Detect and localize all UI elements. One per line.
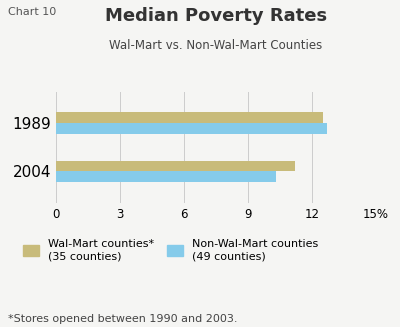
Text: Wal-Mart vs. Non-Wal-Mart Counties: Wal-Mart vs. Non-Wal-Mart Counties: [109, 39, 323, 52]
Text: Chart 10: Chart 10: [8, 7, 56, 17]
Bar: [56, 171, 276, 182]
Text: Median Poverty Rates: Median Poverty Rates: [105, 7, 327, 25]
Bar: [56, 123, 327, 134]
Bar: [56, 112, 323, 123]
Bar: [56, 161, 295, 171]
Legend: Wal-Mart counties*
(35 counties), Non-Wal-Mart counties
(49 counties): Wal-Mart counties* (35 counties), Non-Wa…: [23, 239, 318, 261]
Text: *Stores opened between 1990 and 2003.: *Stores opened between 1990 and 2003.: [8, 314, 238, 324]
